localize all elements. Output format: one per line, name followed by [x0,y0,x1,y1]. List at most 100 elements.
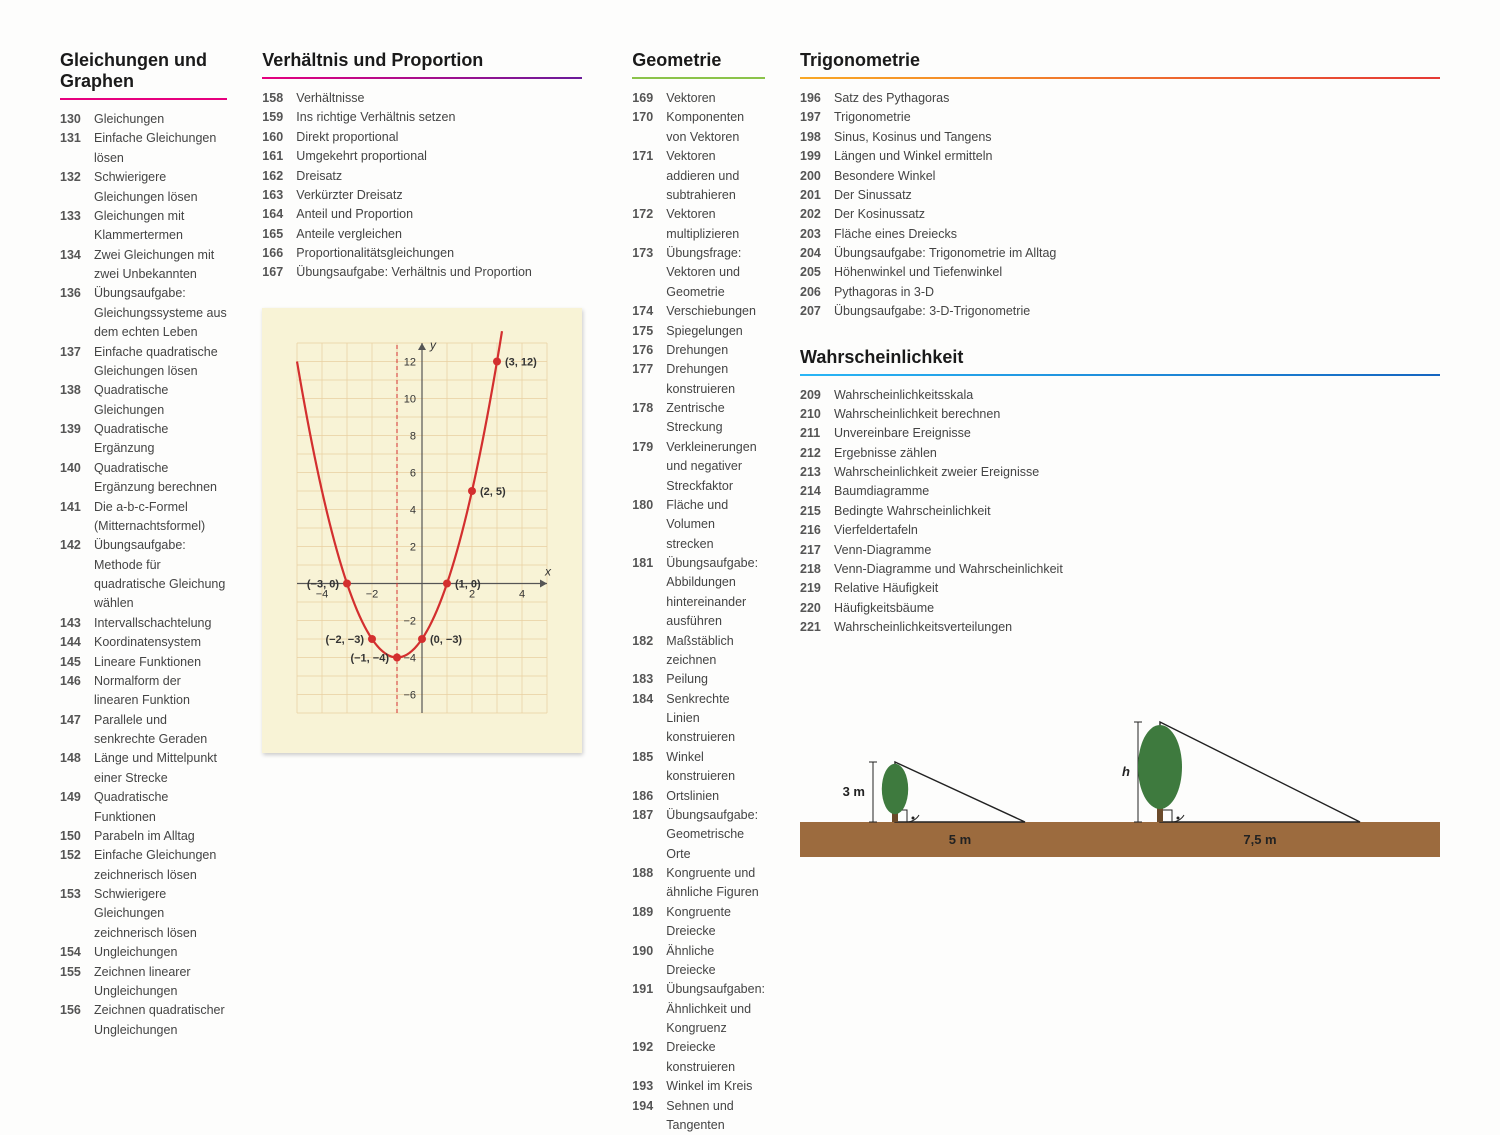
entry-label: Übungsaufgabe: Gleichungssysteme aus dem… [94,284,227,342]
page-number: 177 [632,360,666,379]
page-number: 189 [632,903,666,922]
toc-entry: 166Proportionalitätsgleichungen [262,244,582,263]
toc-entry: 181Übungsaufgabe: Abbildungen hinter­ein… [632,554,765,632]
page-number: 186 [632,787,666,806]
entry-label: Länge und Mittelpunkt einer Strecke [94,749,227,788]
entry-label: Sinus, Kosinus und Tangens [834,128,1440,147]
toc-entry: 207Übungsaufgabe: 3-D-Trigonometrie [800,302,1440,321]
svg-text:(−2, −3): (−2, −3) [326,634,365,646]
svg-text:(1, 0): (1, 0) [455,578,481,590]
page-number: 144 [60,633,94,652]
entry-label: Übungsaufgaben: Ähnlichkeit und Kongruen… [666,980,765,1038]
page-number: 167 [262,263,296,282]
page-number: 190 [632,942,666,961]
page-number: 169 [632,89,666,108]
page-number: 201 [800,186,834,205]
page-number: 187 [632,806,666,825]
toc-entry: 173Übungsfrage: Vektoren und Geometrie [632,244,765,302]
toc-entry: 130Gleichungen [60,110,227,129]
toc-entry: 219Relative Häufigkeit [800,579,1440,598]
svg-text:(−1, −4): (−1, −4) [351,652,390,664]
toc-entry: 215Bedingte Wahrscheinlichkeit [800,502,1440,521]
toc-entry: 194Sehnen und Tangenten [632,1097,765,1135]
toc-entry: 164Anteil und Proportion [262,205,582,224]
entry-label: Ähnliche Dreiecke [666,942,765,981]
page-number: 152 [60,846,94,865]
toc-entry: 153Schwierigere Gleichungen zeichnerisch… [60,885,227,943]
entry-label: Satz des Pythagoras [834,89,1440,108]
page-number: 206 [800,283,834,302]
page-number: 193 [632,1077,666,1096]
page-number: 188 [632,864,666,883]
svg-text:4: 4 [519,588,525,600]
toc-section: Geometrie169Vektoren170Komponenten von V… [632,50,765,1135]
entry-label: Quadratische Gleichungen [94,381,227,420]
entry-label: Quadratische Ergänzung berechnen [94,459,227,498]
page-number: 172 [632,205,666,224]
entry-label: Übungsaufgabe: 3-D-Trigonometrie [834,302,1440,321]
page-number: 221 [800,618,834,637]
entry-label: Zentrische Streckung [666,399,765,438]
entry-label: Winkel konstruieren [666,748,765,787]
triangle-diagram: 3 m5 mh7,5 m [800,667,1440,857]
page-number: 136 [60,284,94,303]
toc-entry: 158Verhältnisse [262,89,582,108]
entry-label: Parallele und senkrechte Geraden [94,711,227,750]
entry-label: Der Kosinussatz [834,205,1440,224]
toc-entry: 198Sinus, Kosinus und Tangens [800,128,1440,147]
toc-entry: 213Wahrscheinlichkeit zweier Ereignisse [800,463,1440,482]
page-number: 191 [632,980,666,999]
entry-label: Höhenwinkel und Tiefenwinkel [834,263,1440,282]
toc-entry: 201Der Sinussatz [800,186,1440,205]
svg-text:(2, 5): (2, 5) [480,486,506,498]
entry-label: Parabeln im Alltag [94,827,227,846]
toc-entry: 165Anteile vergleichen [262,225,582,244]
entry-label: Wahrscheinlichkeitsverteilungen [834,618,1440,637]
toc-entry: 161Umgekehrt proportional [262,147,582,166]
toc-entry: 142Übungsaufgabe: Methode für quadratisc… [60,536,227,614]
page-number: 132 [60,168,94,187]
toc-section: Gleichungen und Graphen130Gleichungen131… [60,50,227,1040]
toc-entry: 174Verschiebungen [632,302,765,321]
page-number: 134 [60,246,94,265]
entry-label: Der Sinussatz [834,186,1440,205]
entry-label: Quadratische Ergänzung [94,420,227,459]
toc-entry: 172Vektoren multiplizieren [632,205,765,244]
svg-text:(−3, 0): (−3, 0) [307,578,339,590]
toc-entry: 167Übungsaufgabe: Verhältnis und Proport… [262,263,582,282]
page-number: 162 [262,167,296,186]
entry-label: Wahrscheinlichkeit berechnen [834,405,1440,424]
page-number: 148 [60,749,94,768]
toc-entry: 211Unvereinbare Ereignisse [800,424,1440,443]
entry-label: Drehungen [666,341,765,360]
entry-label: Verhältnisse [296,89,582,108]
entry-label: Übungsaufgabe: Geometrische Orte [666,806,765,864]
entry-label: Fläche und Volumen strecken [666,496,765,554]
page-number: 176 [632,341,666,360]
toc-entry: 150Parabeln im Alltag [60,827,227,846]
toc-entry: 141Die a-b-c-Formel (Mitternachtsformel) [60,498,227,537]
entry-label: Venn-Diagramme und Wahrscheinlichkeit [834,560,1440,579]
entry-label: Senkrechte Linien konstruieren [666,690,765,748]
toc-entry: 140Quadratische Ergänzung berechnen [60,459,227,498]
toc-entry: 186Ortslinien [632,787,765,806]
toc-entry: 148Länge und Mittelpunkt einer Strecke [60,749,227,788]
entry-label: Anteile vergleichen [296,225,582,244]
entry-label: Verschiebungen [666,302,765,321]
toc-entry: 202Der Kosinussatz [800,205,1440,224]
entry-label: Einfache quadratische Gleichungen lösen [94,343,227,382]
toc-entry: 175Spiegelungen [632,322,765,341]
page-number: 204 [800,244,834,263]
page-number: 170 [632,108,666,127]
entry-label: Lineare Funktionen [94,653,227,672]
toc-entry: 152Einfache Gleichungen zeichnerisch lös… [60,846,227,885]
toc-entry: 193Winkel im Kreis [632,1077,765,1096]
page: Gleichungen und Graphen130Gleichungen131… [60,50,1440,910]
entry-label: Dreiecke konstruieren [666,1038,765,1077]
toc-entry: 192Dreiecke konstruieren [632,1038,765,1077]
toc-entry: 196Satz des Pythagoras [800,89,1440,108]
section-title: Wahrscheinlichkeit [800,347,1440,368]
page-number: 139 [60,420,94,439]
page-number: 154 [60,943,94,962]
entry-label: Übungsaufgabe: Trigonometrie im Alltag [834,244,1440,263]
